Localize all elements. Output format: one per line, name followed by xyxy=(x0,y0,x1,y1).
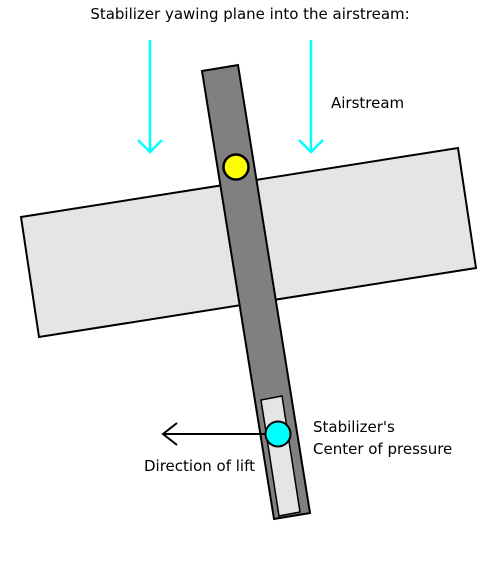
center-of-pressure-marker xyxy=(264,420,292,448)
lift-direction-label: Direction of lift xyxy=(144,457,255,475)
lift-arrow xyxy=(161,422,266,446)
airstream-arrow-left xyxy=(137,40,163,154)
center-of-pressure-label-line2: Center of pressure xyxy=(313,440,452,458)
airstream-label: Airstream xyxy=(331,94,404,112)
center-of-pressure-label-line1: Stabilizer's xyxy=(313,418,395,436)
center-of-gravity-marker xyxy=(222,153,250,181)
airstream-arrow-right xyxy=(298,40,324,154)
diagram-title: Stabilizer yawing plane into the airstre… xyxy=(90,5,409,23)
